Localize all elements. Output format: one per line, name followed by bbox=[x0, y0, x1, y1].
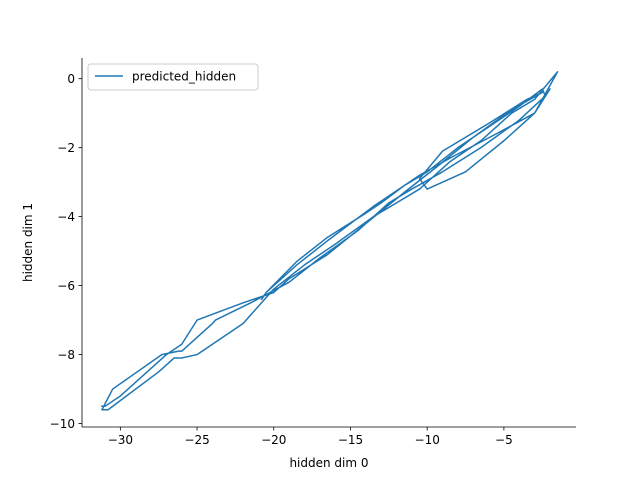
y-tick-label: −8 bbox=[57, 348, 75, 362]
y-tick-label: −4 bbox=[57, 210, 75, 224]
series-line-predicted-hidden bbox=[101, 71, 559, 411]
x-tick-label: −15 bbox=[338, 433, 363, 447]
x-tick-label: −20 bbox=[261, 433, 286, 447]
y-tick-label: −10 bbox=[50, 417, 75, 431]
x-tick-label: −5 bbox=[495, 433, 513, 447]
x-axis-label: hidden dim 0 bbox=[289, 456, 368, 470]
y-axis-label: hidden dim 1 bbox=[21, 203, 35, 282]
y-tick-label: −2 bbox=[57, 141, 75, 155]
plot-area bbox=[101, 71, 559, 411]
x-tick-label: −10 bbox=[415, 433, 440, 447]
y-tick-label: −6 bbox=[57, 279, 75, 293]
x-axis: −30 −25 −20 −15 −10 −5 bbox=[82, 426, 576, 447]
legend-label-predicted-hidden: predicted_hidden bbox=[132, 70, 236, 84]
legend: predicted_hidden bbox=[87, 63, 259, 91]
legend-box bbox=[87, 63, 259, 91]
x-tick-label: −30 bbox=[108, 433, 133, 447]
x-tick-label: −25 bbox=[184, 433, 209, 447]
y-tick-label: 0 bbox=[67, 72, 75, 86]
y-axis: −10 −8 −6 −4 −2 0 bbox=[50, 58, 83, 431]
